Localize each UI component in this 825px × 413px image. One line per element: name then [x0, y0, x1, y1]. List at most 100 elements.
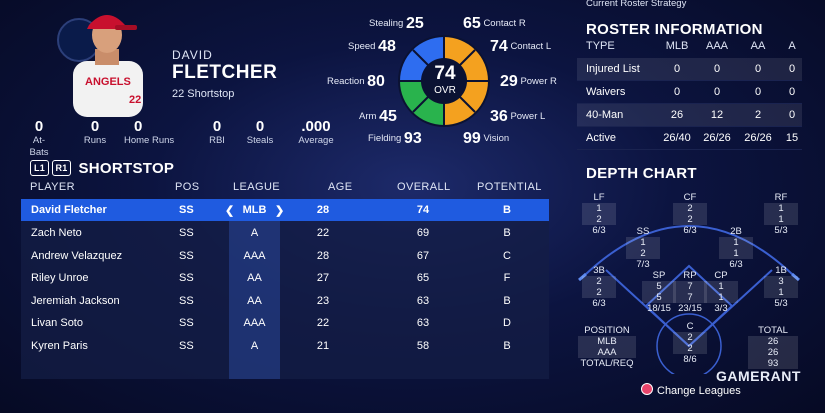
header-league: LEAGUE: [233, 181, 281, 193]
stat-runs: 0 Runs: [83, 118, 107, 147]
attr-contact-l: 74 Contact L: [490, 38, 552, 55]
cell-age: 23: [316, 295, 330, 307]
depth-2b[interactable]: 2B 1 1 6/3: [719, 226, 753, 270]
change-leagues-button[interactable]: Change Leagues: [641, 383, 741, 397]
depth-3b[interactable]: 3B 2 2 6/3: [582, 265, 616, 309]
cell-potential: F: [503, 272, 511, 284]
league-column-highlight: [229, 199, 280, 379]
depth-lf[interactable]: LF 1 2 6/3: [582, 192, 616, 236]
table-row[interactable]: Kyren Paris SS A 21 58 B: [21, 335, 549, 357]
cell-league: AA: [247, 272, 262, 284]
cell-potential: B: [503, 227, 511, 239]
header-age: AGE: [328, 181, 353, 193]
cell-pos: SS: [179, 204, 194, 216]
depth-cp[interactable]: CP 1 1 3/3: [704, 270, 738, 314]
cell-player: Jeremiah Jackson: [31, 295, 120, 307]
cell-player: Riley Unroe: [31, 272, 89, 284]
roster-row-40man: 40-Man 26 12 2 0: [577, 104, 802, 127]
cell-age: 22: [316, 227, 330, 239]
depth-legend-position: POSITION MLB AAA TOTAL/REQ: [578, 325, 636, 369]
cell-overall: 63: [416, 295, 430, 307]
position-list-title: L1 R1 SHORTSTOP: [30, 160, 174, 177]
svg-text:ANGELS: ANGELS: [85, 76, 131, 88]
roster-info-title: ROSTER INFORMATION: [586, 21, 763, 38]
cell-pos: SS: [179, 295, 194, 307]
league-prev-icon[interactable]: ❮: [225, 205, 235, 217]
cell-player: Kyren Paris: [31, 340, 88, 352]
cell-potential: B: [503, 204, 511, 216]
svg-text:22: 22: [129, 94, 141, 106]
attr-vision: 99 Vision: [463, 130, 510, 147]
depth-ss[interactable]: SS 1 2 7/3: [626, 226, 660, 270]
header-potential: POTENTIAL: [477, 181, 542, 193]
r1-button-icon[interactable]: R1: [52, 160, 71, 176]
cell-potential: C: [503, 250, 511, 262]
table-row[interactable]: Jeremiah Jackson SS AA 23 63 B: [21, 290, 549, 312]
cell-league: A: [250, 340, 259, 352]
table-row[interactable]: Livan Soto SS AAA 22 63 D: [21, 312, 549, 334]
l1-button-icon[interactable]: L1: [30, 160, 49, 176]
depth-cf[interactable]: CF 2 2 6/3: [673, 192, 707, 236]
roster-info-header: TYPE MLB AAA AA A: [586, 40, 796, 52]
attr-power-r: 29 Power R: [500, 73, 557, 90]
cell-league[interactable]: MLB: [242, 204, 267, 216]
cell-pos: SS: [179, 227, 194, 239]
cell-potential: D: [503, 317, 511, 329]
depth-chart-title: DEPTH CHART: [586, 165, 697, 182]
cell-age: 27: [316, 272, 330, 284]
cell-pos: SS: [179, 340, 194, 352]
cell-potential: B: [503, 295, 511, 307]
table-row[interactable]: Zach Neto SS A 22 69 B: [21, 222, 549, 244]
depth-rf[interactable]: RF 1 1 5/3: [764, 192, 798, 236]
depth-sp[interactable]: SP 5 5 18/15: [642, 270, 676, 314]
stat-at-bats: 0 At-Bats: [29, 118, 49, 159]
cell-player: David Fletcher: [31, 204, 107, 216]
cell-overall: 65: [416, 272, 430, 284]
roster-strategy-label: Current Roster Strategy: [586, 0, 687, 9]
roster-row-injured: Injured List 0 0 0 0: [577, 58, 802, 81]
circle-button-icon: [641, 383, 653, 395]
attr-power-l: 36 Power L: [490, 108, 546, 125]
attr-fielding: Fielding 93: [368, 130, 422, 147]
roster-info-table: Injured List 0 0 0 0 Waivers 0 0 0 0 40-…: [577, 58, 802, 150]
cell-overall: 74: [416, 204, 430, 216]
attr-speed: Speed 48: [348, 38, 396, 55]
table-row[interactable]: Andrew Velazquez SS AAA 28 67 C: [21, 245, 549, 267]
table-row[interactable]: David Fletcher SS ❮ MLB ❯ 28 74 B: [21, 199, 549, 221]
cell-player: Livan Soto: [31, 317, 83, 329]
cell-age: 28: [316, 204, 330, 216]
roster-row-waivers: Waivers 0 0 0 0: [577, 81, 802, 104]
roster-row-active: Active 26/40 26/26 26/26 15: [577, 127, 802, 150]
attr-contact-r: 65 Contact R: [463, 15, 526, 32]
cell-player: Andrew Velazquez: [31, 250, 123, 262]
header-player: PLAYER: [30, 181, 75, 193]
player-first-name: DAVID: [172, 48, 213, 62]
cell-pos: SS: [179, 272, 194, 284]
stat-home-runs: 0 Home Runs: [124, 118, 175, 147]
position-title: SHORTSTOP: [78, 160, 175, 177]
stat-steals: 0 Steals: [246, 118, 274, 147]
cell-pos: SS: [179, 250, 194, 262]
cell-pos: SS: [179, 317, 194, 329]
cell-overall: 63: [416, 317, 430, 329]
cell-league: AAA: [243, 250, 266, 262]
attr-stealing: Stealing 25: [369, 15, 424, 32]
header-overall: OVERALL: [397, 181, 451, 193]
league-next-icon[interactable]: ❯: [275, 205, 285, 217]
player-last-name: FLETCHER: [172, 62, 278, 83]
stat-rbi: 0 RBI: [209, 118, 225, 147]
attr-reaction: Reaction 80: [327, 73, 385, 90]
overall-rating-value: 74: [434, 63, 456, 84]
cell-overall: 58: [416, 340, 430, 352]
cell-league: AAA: [243, 317, 266, 329]
stat-average: .000 Average: [298, 118, 334, 147]
table-row[interactable]: Riley Unroe SS AA 27 65 F: [21, 267, 549, 289]
depth-c[interactable]: C 2 2 8/6: [673, 321, 707, 365]
cell-age: 21: [316, 340, 330, 352]
depth-rp[interactable]: RP 7 7 23/15: [673, 270, 707, 314]
depth-legend-total: TOTAL 26 26 93: [748, 325, 798, 369]
ratings-wheel: [398, 35, 490, 127]
depth-1b[interactable]: 1B 3 1 5/3: [764, 265, 798, 309]
cell-overall: 67: [416, 250, 430, 262]
cell-overall: 69: [416, 227, 430, 239]
